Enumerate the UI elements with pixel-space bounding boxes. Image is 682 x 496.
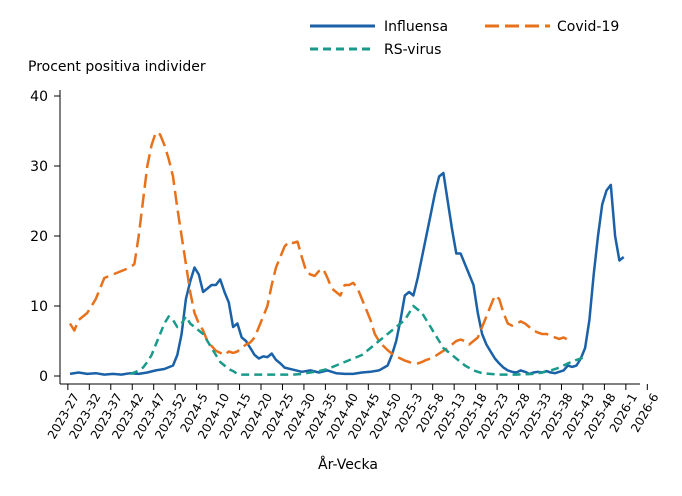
series-line-rs-virus: [129, 304, 586, 376]
legend-label-influensa: Influensa: [384, 19, 448, 35]
series-layer: [68, 131, 625, 376]
legend-label-covid: Covid-19: [557, 19, 619, 35]
series-line-influensa: [69, 171, 625, 376]
y-tick-label: 20: [30, 229, 48, 245]
y-tick-label: 30: [30, 159, 48, 175]
y-tick-label: 10: [30, 299, 48, 315]
legend-item-rsvirus: RS-virus: [310, 42, 441, 58]
x-axis-title: År-Vecka: [318, 456, 378, 473]
x-ticks: 2023-272023-322023-372023-422023-472023-…: [45, 384, 662, 441]
legend-label-rsvirus: RS-virus: [384, 42, 441, 58]
y-tick-label: 0: [39, 369, 48, 385]
y-axis-title: Procent positiva individer: [28, 59, 206, 75]
legend: Influensa Covid-19 RS-virus: [310, 19, 619, 58]
y-ticks: 0 10 20 30 40: [30, 89, 60, 385]
y-tick-label: 40: [30, 89, 48, 105]
legend-item-influensa: Influensa: [310, 19, 448, 35]
series-line-covid-19: [68, 131, 573, 365]
legend-item-covid: Covid-19: [485, 19, 619, 35]
